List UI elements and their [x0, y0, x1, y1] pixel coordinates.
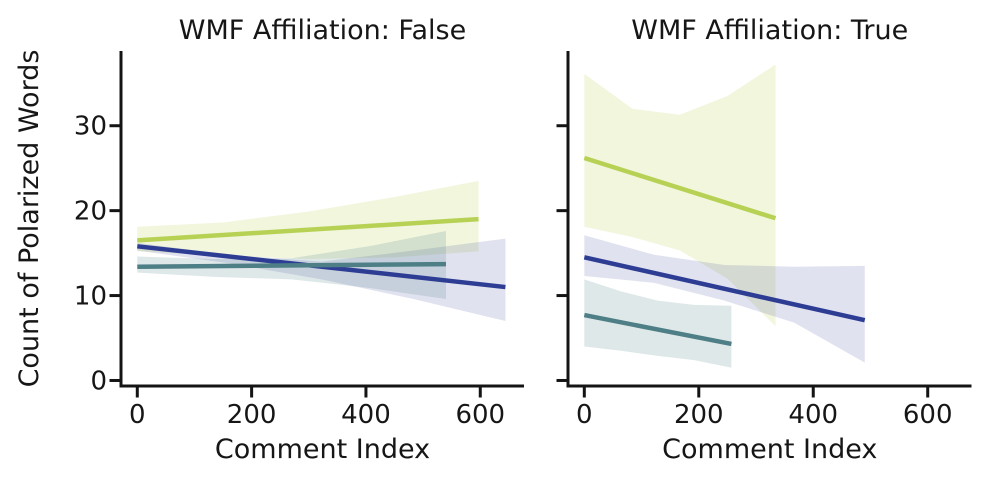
regression-line-series-teal	[137, 261, 446, 269]
x-tick-label: 600	[903, 400, 953, 430]
x-tick-label: 400	[788, 400, 838, 430]
panel-title: WMF Affiliation: True	[631, 15, 908, 46]
regression-line-series-yellow-green	[583, 155, 777, 221]
ci-band-series-yellow-green	[137, 180, 479, 260]
y-axis-label: Count of Polarized Words	[14, 50, 45, 388]
y-tick-label: 10	[74, 282, 107, 312]
regression-line-series-teal	[583, 312, 732, 347]
ci-band-series-yellow-green	[584, 64, 776, 327]
x-tick-label: 0	[576, 400, 593, 430]
panel-title: WMF Affiliation: False	[179, 15, 466, 46]
x-tick-label: 600	[455, 400, 505, 430]
regression-line-series-navy	[583, 255, 866, 323]
regression-line-series-yellow-green	[137, 216, 479, 243]
x-tick-label: 400	[341, 400, 391, 430]
x-tick-label: 200	[674, 400, 724, 430]
ci-band-series-navy	[137, 238, 506, 322]
ci-band-series-navy	[584, 235, 865, 363]
ci-band-series-teal	[584, 279, 732, 368]
y-tick-label: 20	[74, 197, 107, 227]
x-axis-label: Comment Index	[215, 434, 430, 465]
x-axis-label: Comment Index	[662, 434, 877, 465]
y-tick-label: 0	[90, 366, 107, 396]
x-tick-label: 200	[227, 400, 277, 430]
y-tick-label: 30	[74, 112, 107, 142]
x-tick-label: 0	[129, 400, 146, 430]
